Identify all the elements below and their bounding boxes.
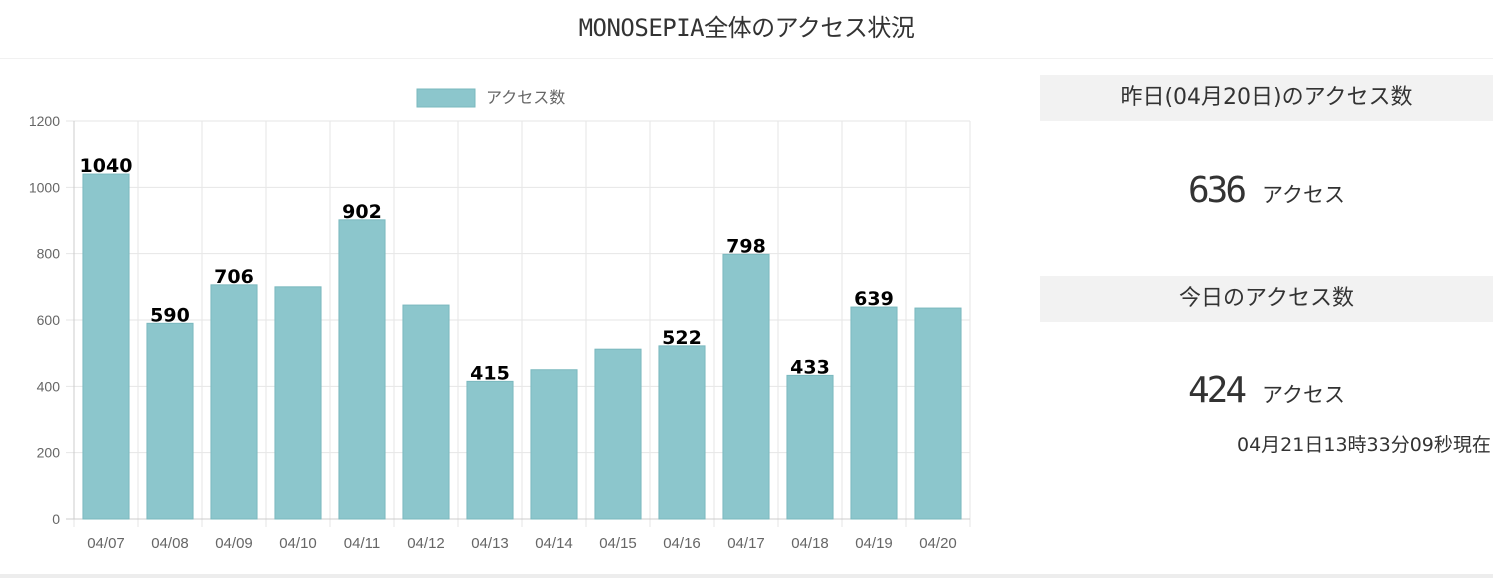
x-tick-label: 04/13 (471, 535, 509, 552)
bar-04-11 (338, 219, 386, 520)
bar-04-09 (210, 284, 258, 520)
x-tick-label: 04/15 (599, 535, 637, 552)
x-tick-label: 04/18 (791, 535, 829, 552)
x-tick-label: 04/19 (855, 535, 893, 552)
legend-label: アクセス数 (486, 88, 565, 107)
data-label: 706 (214, 266, 254, 288)
title-divider (0, 58, 1493, 59)
today-stat: 424 アクセス (1040, 370, 1493, 411)
bottom-divider (0, 574, 1493, 578)
bar-04-14 (530, 369, 578, 520)
x-tick-label: 04/09 (215, 535, 253, 552)
yesterday-access-unit: アクセス (1262, 183, 1345, 207)
yesterday-access-count: 636 (1188, 170, 1247, 211)
bar-04-16 (658, 345, 706, 520)
today-header: 今日のアクセス数 (1040, 276, 1493, 322)
bar-04-12 (402, 304, 450, 520)
data-label: 1040 (80, 155, 133, 177)
today-access-count: 424 (1188, 370, 1247, 411)
data-label: 590 (150, 304, 190, 326)
x-tick-label: 04/11 (344, 535, 380, 552)
bar-04-17 (722, 253, 770, 520)
bar-04-18 (786, 374, 834, 520)
x-tick-label: 04/20 (919, 535, 957, 552)
data-label: 639 (854, 288, 894, 310)
page-title: MONOSEPIA全体のアクセス状況 (578, 14, 915, 42)
x-tick-label: 04/07 (87, 535, 125, 552)
bar-04-10 (274, 286, 322, 520)
access-bar-chart: 0 200 400 600 800 1000 1200 04/07 1040 04/08 590 04… (29, 88, 971, 552)
bar-04-20 (914, 307, 962, 520)
y-tick-label: 800 (37, 246, 61, 262)
bar-04-19 (850, 306, 898, 520)
x-tick-label: 04/16 (663, 535, 701, 552)
legend-swatch (416, 88, 476, 108)
bar-04-08 (146, 322, 194, 520)
y-tick-label: 200 (37, 445, 61, 461)
data-label: 798 (726, 235, 766, 257)
x-tick-label: 04/14 (535, 535, 573, 552)
yesterday-header: 昨日(04月20日)のアクセス数 (1040, 75, 1493, 121)
bar-04-15 (594, 348, 642, 520)
bar-04-13 (466, 380, 514, 520)
data-label: 902 (342, 201, 382, 223)
y-tick-label: 1000 (29, 179, 60, 195)
y-tick-label: 600 (37, 312, 61, 328)
data-label: 415 (470, 362, 510, 384)
data-label: 522 (662, 327, 702, 349)
y-tick-label: 0 (52, 511, 60, 527)
x-tick-label: 04/08 (151, 535, 189, 552)
yesterday-stat: 636 アクセス (1040, 170, 1493, 211)
y-tick-label: 400 (37, 378, 61, 394)
x-tick-label: 04/17 (727, 535, 765, 552)
today-access-unit: アクセス (1262, 383, 1345, 407)
x-tick-label: 04/12 (407, 535, 445, 552)
data-label: 433 (790, 356, 830, 378)
updated-timestamp: 04月21日13時33分09秒現在 (1237, 434, 1491, 456)
x-tick-label: 04/10 (279, 535, 317, 552)
bar-04-07 (82, 173, 130, 520)
y-tick-label: 1200 (29, 113, 60, 129)
